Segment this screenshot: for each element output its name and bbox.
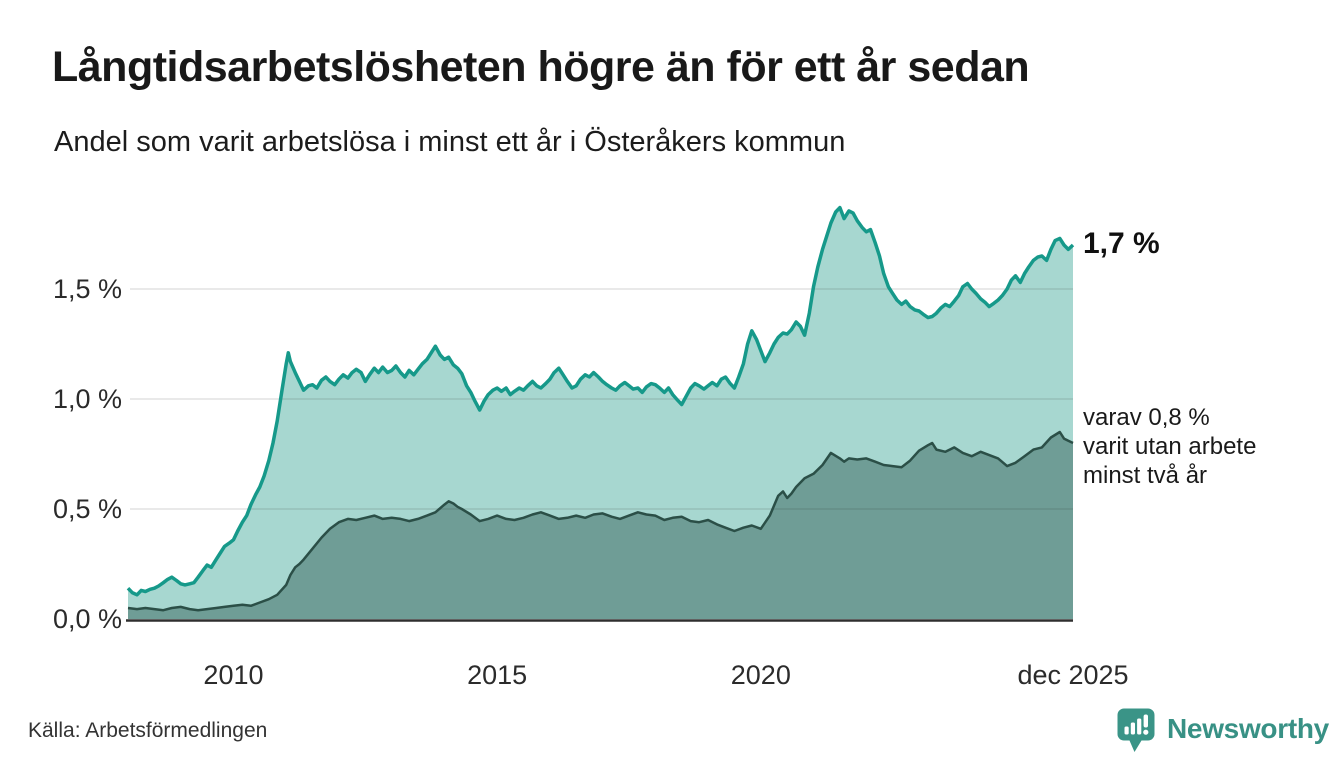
newsworthy-logo: Newsworthy <box>1117 708 1329 754</box>
infographic: Långtidsarbetslösheten högre än för ett … <box>0 0 1340 780</box>
y-tick-label: 1,0 % <box>36 383 122 415</box>
y-tick-label: 0,5 % <box>36 493 122 525</box>
newsworthy-icon <box>1117 708 1155 754</box>
x-tick-label: 2015 <box>412 660 582 690</box>
y-tick-label: 1,5 % <box>36 273 122 305</box>
subset-label-line: minst två år <box>1083 461 1256 490</box>
newsworthy-wordmark: Newsworthy <box>1167 713 1329 745</box>
source-label: Källa: Arbetsförmedlingen <box>28 719 267 743</box>
x-tick-label: 2010 <box>148 660 318 690</box>
subset-label-line: varav 0,8 % <box>1083 403 1256 432</box>
subset-label-line: varit utan arbete <box>1083 432 1256 461</box>
x-tick-label: dec 2025 <box>988 660 1158 690</box>
y-tick-label: 0,0 % <box>36 603 122 635</box>
end-value-label-subset: varav 0,8 % varit utan arbete minst två … <box>1083 403 1256 490</box>
x-tick-label: 2020 <box>676 660 846 690</box>
end-value-label-total: 1,7 % <box>1083 227 1160 261</box>
